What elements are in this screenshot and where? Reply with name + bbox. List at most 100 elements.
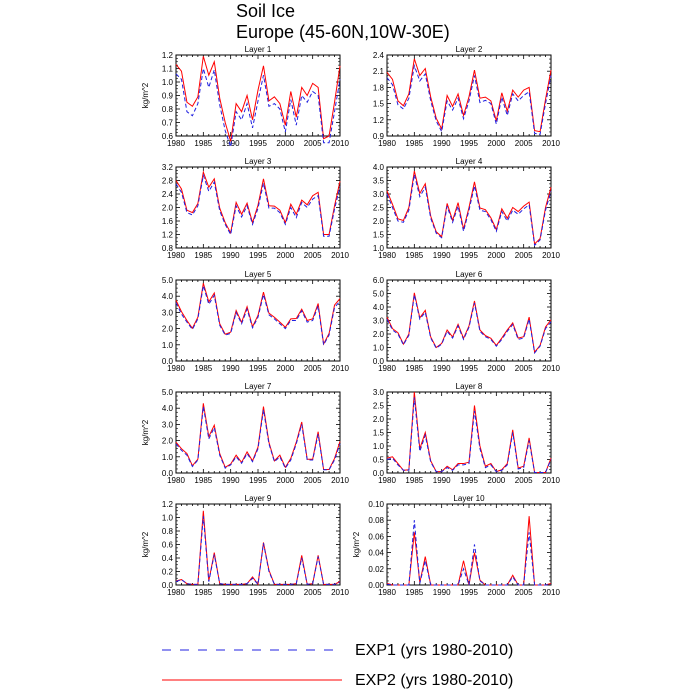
y-tick-label: 1.2 bbox=[373, 116, 385, 125]
y-tick-label: 1.5 bbox=[373, 100, 385, 109]
x-tick-label: 1985 bbox=[405, 588, 423, 597]
x-tick-label: 2005 bbox=[304, 139, 322, 148]
x-tick-label: 2010 bbox=[542, 476, 560, 485]
x-tick-label: 1995 bbox=[460, 476, 478, 485]
y-tick-label: 0.8 bbox=[162, 527, 174, 536]
x-tick-label: 2010 bbox=[331, 251, 349, 260]
x-tick-label: 2010 bbox=[542, 139, 560, 148]
y-tick-label: 0.5 bbox=[373, 456, 385, 465]
x-tick-label: 1990 bbox=[433, 476, 451, 485]
y-tick-label: 1.0 bbox=[162, 514, 174, 523]
series-line-exp1 bbox=[175, 516, 341, 586]
x-tick-label: 2005 bbox=[515, 139, 533, 148]
y-tick-label: 5.0 bbox=[162, 276, 174, 285]
y-tick-label: 0.0 bbox=[162, 357, 174, 366]
y-tick-label: 0.02 bbox=[368, 565, 384, 574]
legend: EXP1 (yrs 1980-2010) EXP2 (yrs 1980-2010… bbox=[162, 642, 513, 689]
y-tick-label: 5.0 bbox=[162, 388, 174, 397]
panel-title: Layer 1 bbox=[245, 45, 272, 54]
x-tick-label: 2000 bbox=[276, 139, 294, 148]
x-tick-label: 1995 bbox=[249, 139, 267, 148]
y-tick-label: 1.5 bbox=[373, 429, 385, 438]
y-axis-label: kg/m^2 bbox=[141, 82, 150, 108]
x-tick-label: 2000 bbox=[276, 364, 294, 373]
y-tick-label: 5.0 bbox=[373, 290, 385, 299]
x-tick-label: 1980 bbox=[167, 588, 185, 597]
x-tick-label: 2005 bbox=[304, 588, 322, 597]
x-tick-label: 1990 bbox=[222, 588, 240, 597]
x-tick-label: 2000 bbox=[487, 251, 505, 260]
y-tick-label: 0.10 bbox=[368, 500, 384, 509]
y-tick-label: 0.8 bbox=[162, 244, 174, 253]
panel-title: Layer 5 bbox=[245, 270, 272, 279]
panel-grid: Layer 1 kg/m^2 1980 1985 1990 1995 2000 2005 201… bbox=[141, 45, 560, 597]
x-tick-label: 1980 bbox=[378, 588, 396, 597]
x-tick-label: 1995 bbox=[460, 364, 478, 373]
x-tick-label: 1980 bbox=[378, 139, 396, 148]
x-tick-label: 1980 bbox=[378, 364, 396, 373]
plot-frame bbox=[175, 279, 341, 362]
x-tick-label: 2005 bbox=[304, 476, 322, 485]
panel-title: Layer 3 bbox=[245, 157, 272, 166]
x-tick-label: 1990 bbox=[433, 251, 451, 260]
y-tick-label: 0.7 bbox=[162, 119, 174, 128]
plot-frame bbox=[175, 54, 341, 137]
series-line-exp2 bbox=[386, 58, 552, 133]
x-tick-label: 2000 bbox=[276, 476, 294, 485]
x-tick-label: 1995 bbox=[249, 364, 267, 373]
y-tick-label: 0.0 bbox=[373, 357, 385, 366]
x-tick-label: 2005 bbox=[515, 251, 533, 260]
panel-title: Layer 9 bbox=[245, 494, 272, 503]
y-tick-label: 4.0 bbox=[162, 292, 174, 301]
x-tick-label: 1990 bbox=[222, 251, 240, 260]
panel-layer-8: Layer 8 1980 1985 1990 1995 2000 2005 2010 0.0 0.… bbox=[373, 382, 561, 485]
y-tick-label: 4.0 bbox=[162, 404, 174, 413]
panel-layer-10: Layer 10 kg/m^2 1980 1985 1990 1995 2000 2005 20… bbox=[352, 494, 560, 597]
y-tick-label: 2.5 bbox=[373, 204, 385, 213]
series-line-exp2 bbox=[386, 516, 552, 586]
x-tick-label: 2010 bbox=[331, 139, 349, 148]
y-tick-label: 1.0 bbox=[162, 341, 174, 350]
y-tick-label: 3.0 bbox=[162, 420, 174, 429]
y-axis-label: kg/m^2 bbox=[141, 531, 150, 557]
x-tick-label: 2000 bbox=[487, 139, 505, 148]
y-tick-label: 2.0 bbox=[162, 325, 174, 334]
series-line-exp1 bbox=[175, 406, 341, 471]
y-tick-label: 1.2 bbox=[162, 500, 174, 509]
y-tick-label: 6.0 bbox=[373, 276, 385, 285]
x-tick-label: 1995 bbox=[460, 588, 478, 597]
y-tick-label: 1.2 bbox=[162, 231, 174, 240]
x-tick-label: 1980 bbox=[167, 251, 185, 260]
x-tick-label: 1980 bbox=[167, 139, 185, 148]
y-tick-label: 2.5 bbox=[373, 402, 385, 411]
panel-layer-9: Layer 9 kg/m^2 1980 1985 1990 1995 2000 2005 201… bbox=[141, 494, 349, 597]
y-tick-label: 1.0 bbox=[373, 442, 385, 451]
y-tick-label: 2.4 bbox=[162, 190, 174, 199]
y-tick-label: 1.0 bbox=[373, 344, 385, 353]
x-tick-label: 1990 bbox=[222, 364, 240, 373]
x-tick-label: 2010 bbox=[542, 364, 560, 373]
plot-frame bbox=[386, 279, 552, 362]
series-line-exp1 bbox=[175, 68, 341, 147]
y-tick-label: 0.0 bbox=[373, 469, 385, 478]
y-tick-label: 1.1 bbox=[162, 65, 174, 74]
y-tick-label: 2.0 bbox=[373, 217, 385, 226]
y-tick-label: 4.0 bbox=[373, 303, 385, 312]
x-tick-label: 1990 bbox=[433, 588, 451, 597]
x-tick-label: 1990 bbox=[433, 139, 451, 148]
series-line-exp1 bbox=[386, 294, 552, 355]
x-tick-label: 2000 bbox=[276, 588, 294, 597]
y-tick-label: 0.08 bbox=[368, 516, 384, 525]
y-tick-label: 2.1 bbox=[373, 67, 385, 76]
panel-layer-6: Layer 6 1980 1985 1990 1995 2000 2005 2010 0.0 1.… bbox=[373, 270, 561, 373]
panel-layer-5: Layer 5 1980 1985 1990 1995 2000 2005 2010 0.0 1.… bbox=[162, 270, 350, 373]
y-tick-label: 1.0 bbox=[373, 244, 385, 253]
x-tick-label: 1995 bbox=[460, 139, 478, 148]
y-tick-label: 1.2 bbox=[162, 51, 174, 60]
x-tick-label: 1990 bbox=[433, 364, 451, 373]
x-tick-label: 1995 bbox=[249, 588, 267, 597]
y-tick-label: 0.4 bbox=[162, 554, 174, 563]
x-tick-label: 2000 bbox=[487, 364, 505, 373]
series-line-exp1 bbox=[175, 285, 341, 347]
x-tick-label: 1985 bbox=[194, 251, 212, 260]
